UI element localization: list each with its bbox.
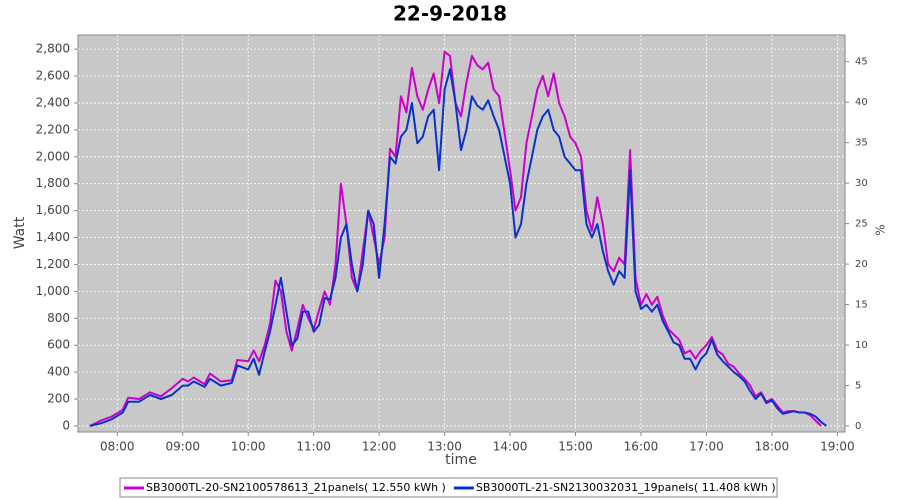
y2-tick-label: 0 <box>855 421 861 432</box>
legend-label: SB3000TL-20-SN2100578613_21panels( 12.55… <box>146 481 446 494</box>
y2-tick-label: 30 <box>855 178 868 189</box>
y2-tick-label: 5 <box>855 381 861 392</box>
y-tick-label: 600 <box>47 338 70 352</box>
y-tick-label: 1,400 <box>36 230 70 244</box>
y-tick-label: 2,200 <box>36 122 70 136</box>
y-tick-label: 800 <box>47 311 70 325</box>
x-tick-label: 10:00 <box>231 440 266 454</box>
legend-label: SB3000TL-21-SN2130032031_19panels( 11.40… <box>476 481 776 494</box>
x-tick-label: 09:00 <box>165 440 200 454</box>
x-tick-label: 12:00 <box>362 440 397 454</box>
y-tick-label: 1,800 <box>36 176 70 190</box>
x-tick-label: 11:00 <box>296 440 331 454</box>
y2-tick-label: 35 <box>855 138 868 149</box>
y2-tick-label: 25 <box>855 219 868 230</box>
y2-tick-label: 10 <box>855 340 868 351</box>
y-tick-label: 1,200 <box>36 257 70 271</box>
y-tick-label: 1,000 <box>36 284 70 298</box>
x-tick-label: 13:00 <box>427 440 462 454</box>
y2-tick-label: 45 <box>855 57 868 68</box>
plot-area <box>77 34 846 433</box>
x-axis-label: time <box>445 452 477 468</box>
y-axis-label: Watt <box>12 216 28 249</box>
series-line <box>89 50 822 427</box>
y-tick-label: 2,800 <box>36 42 70 56</box>
x-tick-label: 17:00 <box>689 440 724 454</box>
series-line <box>89 68 828 427</box>
y-tick-label: 200 <box>47 392 70 406</box>
chart-title: 22-9-2018 <box>393 2 507 26</box>
x-tick-label: 19:00 <box>820 440 855 454</box>
y2-axis-label: % <box>874 224 888 235</box>
x-tick-label: 14:00 <box>493 440 528 454</box>
x-tick-label: 08:00 <box>100 440 135 454</box>
x-tick-label: 16:00 <box>624 440 659 454</box>
y2-tick-label: 20 <box>855 259 868 270</box>
y2-tick-label: 15 <box>855 300 868 311</box>
y2-tick-label: 40 <box>855 97 868 108</box>
y-tick-label: 2,000 <box>36 149 70 163</box>
x-tick-label: 15:00 <box>558 440 593 454</box>
y-tick-label: 400 <box>47 365 70 379</box>
x-tick-label: 18:00 <box>755 440 790 454</box>
y-tick-label: 2,600 <box>36 69 70 83</box>
y-tick-label: 2,400 <box>36 95 70 109</box>
y-tick-label: 0 <box>62 418 70 432</box>
legend <box>119 477 778 498</box>
y-tick-label: 1,600 <box>36 203 70 217</box>
